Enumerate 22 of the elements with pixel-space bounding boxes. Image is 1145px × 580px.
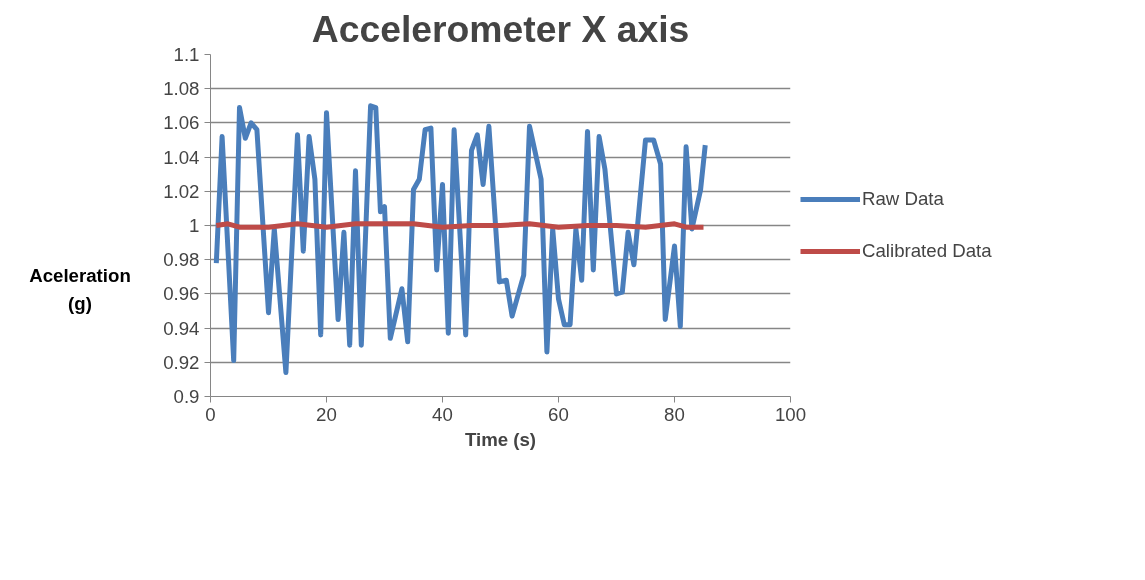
y-axis-title: Aceleration (g) <box>29 264 131 316</box>
y-tick-label: 1.1 <box>173 44 200 65</box>
y-tick-label: 0.92 <box>163 351 200 373</box>
chart-title: Accelerometer X axis <box>311 7 690 50</box>
legend-label: Raw Data <box>862 188 944 210</box>
x-tick-label: 0 <box>205 403 216 425</box>
x-tick-label: 100 <box>774 403 807 425</box>
y-tick-label: 0.9 <box>173 386 200 407</box>
x-tick-label: 40 <box>432 403 453 425</box>
y-tick-label: 1.06 <box>163 112 200 134</box>
y-tick-label: 1 <box>189 215 200 236</box>
y-tick-label: 1.02 <box>163 180 200 202</box>
y-tick-label: 0.96 <box>163 283 200 305</box>
x-tick-label: 60 <box>548 403 569 425</box>
x-tick-label: 20 <box>316 403 337 425</box>
x-axis-title: Time (s) <box>464 428 537 450</box>
y-tick-label: 1.04 <box>163 146 200 168</box>
y-tick-label: 1.08 <box>163 78 200 100</box>
y-tick-label: 0.94 <box>163 317 200 339</box>
legend-label: Calibrated Data <box>862 240 992 262</box>
y-tick-label: 0.98 <box>163 249 200 271</box>
x-tick-label: 80 <box>664 403 685 425</box>
